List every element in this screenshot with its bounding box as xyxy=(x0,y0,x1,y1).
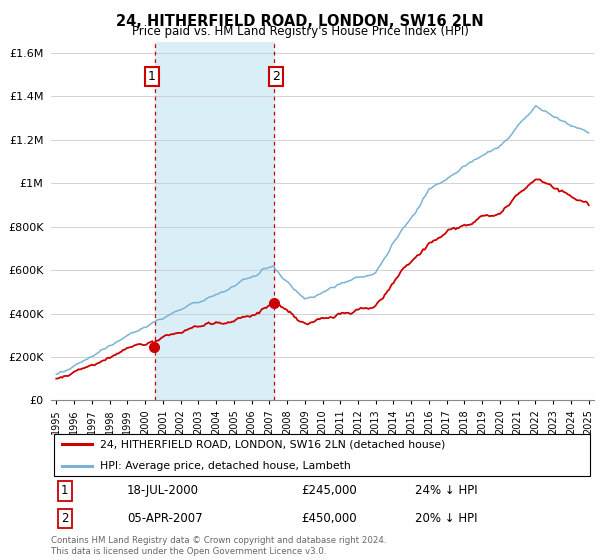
Text: £245,000: £245,000 xyxy=(301,484,356,497)
Text: 24, HITHERFIELD ROAD, LONDON, SW16 2LN (detached house): 24, HITHERFIELD ROAD, LONDON, SW16 2LN (… xyxy=(100,439,445,449)
Text: 05-APR-2007: 05-APR-2007 xyxy=(127,512,203,525)
Text: Contains HM Land Registry data © Crown copyright and database right 2024.
This d: Contains HM Land Registry data © Crown c… xyxy=(51,536,386,556)
Text: 1: 1 xyxy=(148,70,156,83)
Text: Price paid vs. HM Land Registry's House Price Index (HPI): Price paid vs. HM Land Registry's House … xyxy=(131,25,469,38)
Text: 2: 2 xyxy=(272,70,280,83)
Text: £450,000: £450,000 xyxy=(301,512,356,525)
Text: 20% ↓ HPI: 20% ↓ HPI xyxy=(415,512,478,525)
Text: 24% ↓ HPI: 24% ↓ HPI xyxy=(415,484,478,497)
Text: HPI: Average price, detached house, Lambeth: HPI: Average price, detached house, Lamb… xyxy=(100,461,350,471)
Text: 18-JUL-2000: 18-JUL-2000 xyxy=(127,484,199,497)
Bar xyxy=(155,42,274,400)
Text: 1: 1 xyxy=(61,484,68,497)
Text: 24, HITHERFIELD ROAD, LONDON, SW16 2LN: 24, HITHERFIELD ROAD, LONDON, SW16 2LN xyxy=(116,14,484,29)
FancyBboxPatch shape xyxy=(54,433,590,477)
Text: 2: 2 xyxy=(61,512,68,525)
